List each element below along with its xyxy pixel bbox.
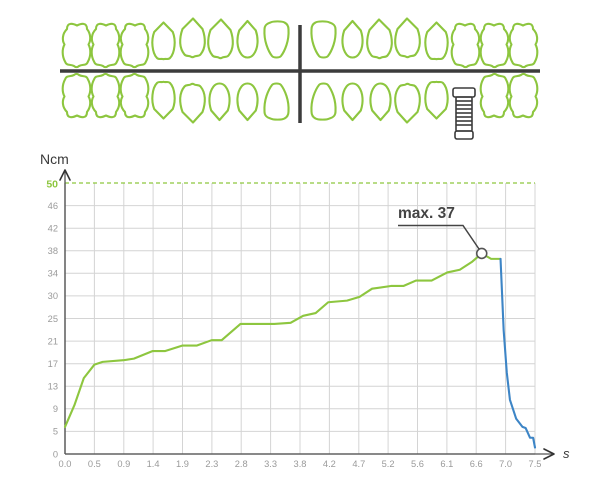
svg-text:5.2: 5.2 xyxy=(382,459,395,469)
svg-text:1.4: 1.4 xyxy=(147,459,160,469)
svg-text:max. 37: max. 37 xyxy=(398,205,455,222)
svg-text:42: 42 xyxy=(48,224,58,234)
svg-text:46: 46 xyxy=(48,201,58,211)
svg-text:Ncm: Ncm xyxy=(40,151,69,167)
svg-text:0.0: 0.0 xyxy=(59,459,72,469)
svg-text:0: 0 xyxy=(53,449,58,459)
svg-text:30: 30 xyxy=(48,291,58,301)
svg-text:5.6: 5.6 xyxy=(411,459,424,469)
svg-text:6.1: 6.1 xyxy=(440,459,453,469)
svg-text:3.8: 3.8 xyxy=(294,459,307,469)
svg-text:5: 5 xyxy=(53,427,58,437)
svg-text:4.7: 4.7 xyxy=(352,459,365,469)
svg-text:1.9: 1.9 xyxy=(176,459,189,469)
svg-text:4.2: 4.2 xyxy=(323,459,336,469)
svg-text:38: 38 xyxy=(48,246,58,256)
svg-text:13: 13 xyxy=(48,382,58,392)
svg-text:21: 21 xyxy=(48,336,58,346)
svg-text:3.3: 3.3 xyxy=(264,459,277,469)
svg-text:25: 25 xyxy=(48,314,58,324)
svg-text:s: s xyxy=(563,446,570,461)
svg-text:0.5: 0.5 xyxy=(88,459,101,469)
svg-text:6.6: 6.6 xyxy=(470,459,483,469)
svg-text:34: 34 xyxy=(48,269,58,279)
svg-text:2.3: 2.3 xyxy=(205,459,218,469)
svg-text:0.9: 0.9 xyxy=(117,459,130,469)
svg-text:17: 17 xyxy=(48,359,58,369)
svg-text:2.8: 2.8 xyxy=(235,459,248,469)
svg-text:7.5: 7.5 xyxy=(529,459,542,469)
svg-text:9: 9 xyxy=(53,404,58,414)
svg-text:50: 50 xyxy=(46,178,58,190)
svg-text:7.0: 7.0 xyxy=(499,459,512,469)
